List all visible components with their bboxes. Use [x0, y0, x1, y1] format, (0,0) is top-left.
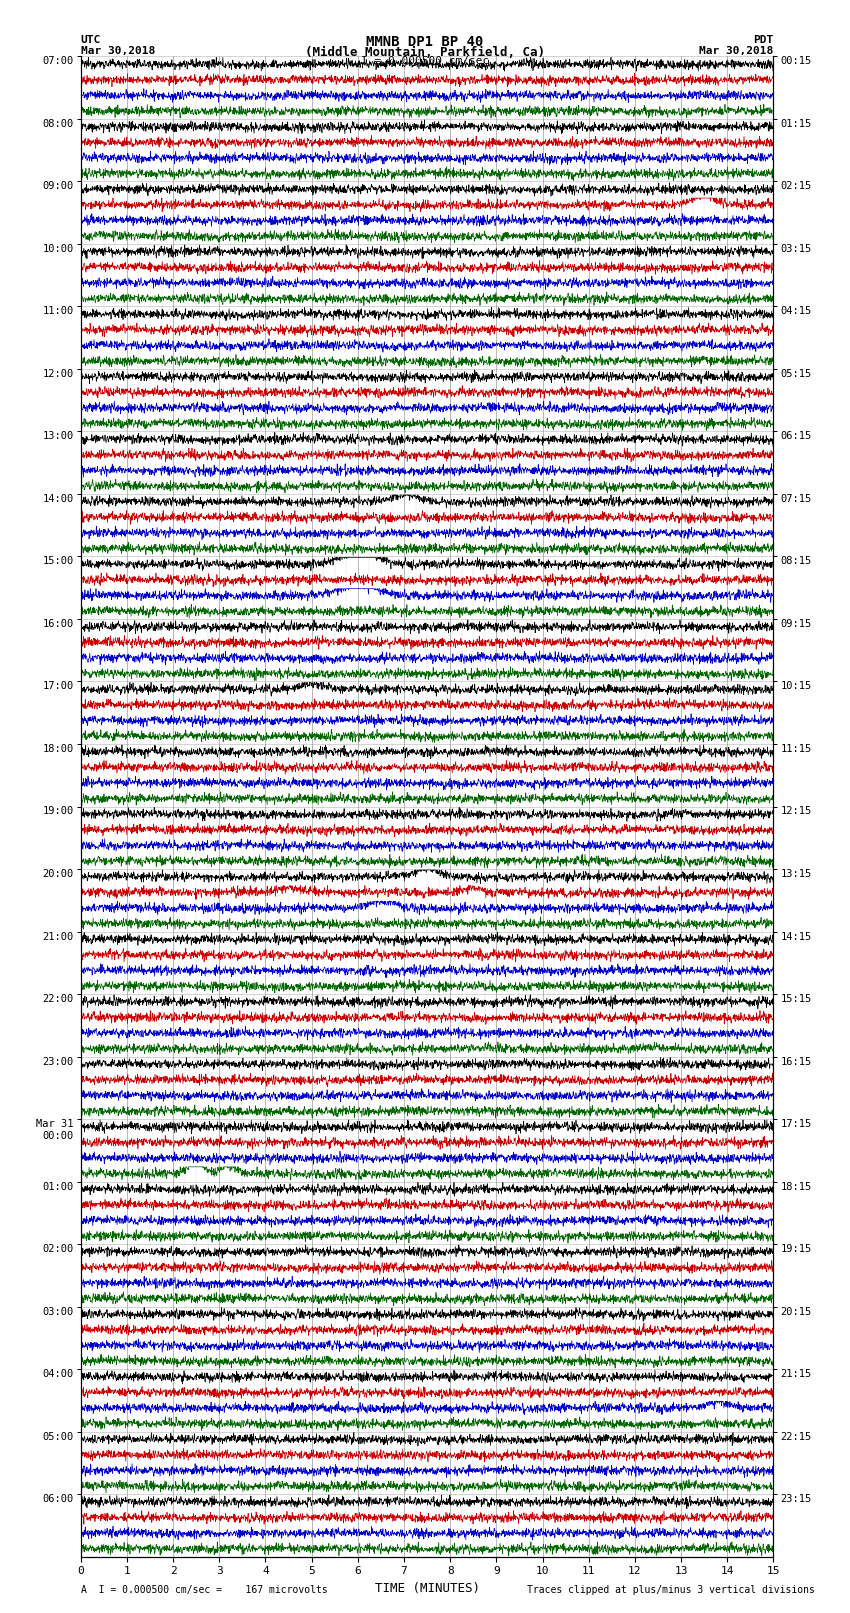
Text: PDT: PDT — [753, 35, 774, 45]
Text: (Middle Mountain, Parkfield, Ca): (Middle Mountain, Parkfield, Ca) — [305, 45, 545, 60]
Text: Mar 30,2018: Mar 30,2018 — [700, 45, 774, 56]
Text: UTC: UTC — [81, 35, 101, 45]
Text: Traces clipped at plus/minus 3 vertical divisions: Traces clipped at plus/minus 3 vertical … — [527, 1586, 815, 1595]
Text: MMNB DP1 BP 40: MMNB DP1 BP 40 — [366, 35, 484, 48]
Text: A  I = 0.000500 cm/sec =    167 microvolts: A I = 0.000500 cm/sec = 167 microvolts — [81, 1586, 327, 1595]
Text: ┌: ┌ — [382, 56, 389, 69]
X-axis label: TIME (MINUTES): TIME (MINUTES) — [375, 1582, 479, 1595]
Text: Mar 30,2018: Mar 30,2018 — [81, 45, 155, 56]
Text: I = 0.000500 cm/sec: I = 0.000500 cm/sec — [361, 56, 489, 66]
